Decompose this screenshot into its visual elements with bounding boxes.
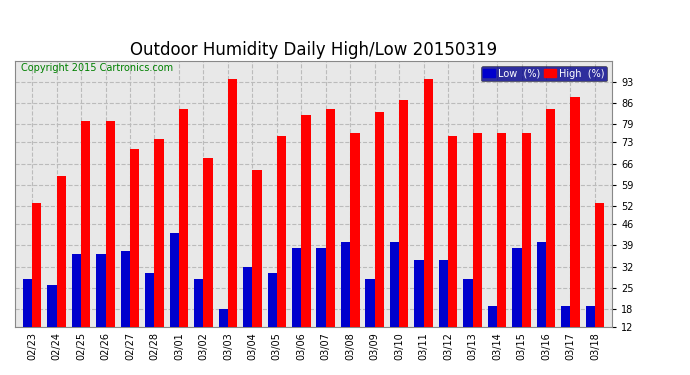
Bar	[72, 254, 81, 327]
Bar	[366, 279, 375, 327]
Bar	[400, 100, 408, 327]
Bar	[586, 306, 595, 327]
Bar	[317, 248, 326, 327]
Bar	[81, 121, 90, 327]
Bar	[424, 79, 433, 327]
Bar	[537, 242, 546, 327]
Bar	[170, 233, 179, 327]
Bar	[415, 261, 424, 327]
Bar	[561, 306, 571, 327]
Bar	[595, 203, 604, 327]
Bar	[204, 158, 213, 327]
Legend: Low  (%), High  (%): Low (%), High (%)	[480, 66, 607, 81]
Bar	[512, 248, 522, 327]
Bar	[23, 279, 32, 327]
Bar	[57, 176, 66, 327]
Bar	[32, 203, 41, 327]
Bar	[488, 306, 497, 327]
Bar	[277, 136, 286, 327]
Bar	[375, 112, 384, 327]
Bar	[48, 285, 57, 327]
Bar	[439, 261, 448, 327]
Bar	[390, 242, 400, 327]
Bar	[522, 134, 531, 327]
Bar	[351, 134, 359, 327]
Bar	[463, 279, 473, 327]
Title: Outdoor Humidity Daily High/Low 20150319: Outdoor Humidity Daily High/Low 20150319	[130, 41, 497, 59]
Bar	[341, 242, 351, 327]
Bar	[546, 109, 555, 327]
Bar	[194, 279, 204, 327]
Bar	[130, 148, 139, 327]
Text: Copyright 2015 Cartronics.com: Copyright 2015 Cartronics.com	[21, 63, 173, 74]
Bar	[219, 309, 228, 327]
Bar	[96, 254, 106, 327]
Bar	[448, 136, 457, 327]
Bar	[243, 267, 253, 327]
Bar	[292, 248, 302, 327]
Bar	[228, 79, 237, 327]
Bar	[571, 97, 580, 327]
Bar	[253, 170, 262, 327]
Bar	[302, 115, 310, 327]
Bar	[473, 134, 482, 327]
Bar	[145, 273, 155, 327]
Bar	[106, 121, 115, 327]
Bar	[497, 134, 506, 327]
Bar	[155, 140, 164, 327]
Bar	[179, 109, 188, 327]
Bar	[268, 273, 277, 327]
Bar	[326, 109, 335, 327]
Bar	[121, 251, 130, 327]
